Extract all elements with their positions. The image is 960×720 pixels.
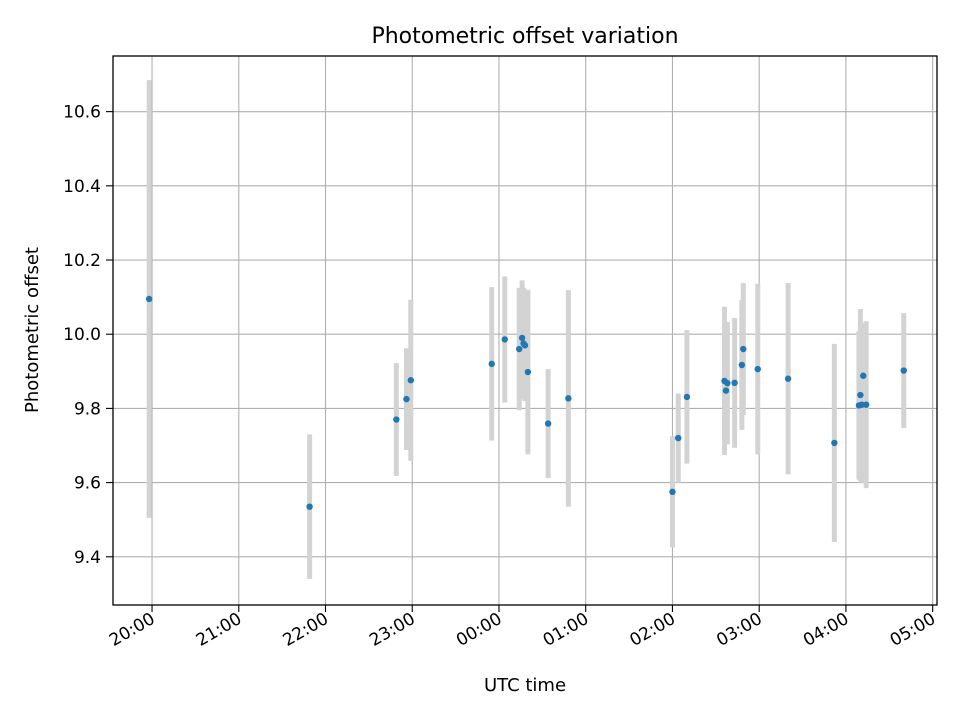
x-tick-label: 02:00 <box>627 609 679 651</box>
data-point <box>831 439 838 447</box>
plot-frame <box>112 55 938 606</box>
data-point <box>516 345 523 353</box>
y-tick-label: 10.0 <box>63 325 101 345</box>
data-point <box>857 391 864 399</box>
y-tick-label: 9.6 <box>74 474 101 494</box>
data-point <box>145 295 153 303</box>
x-tick-label: 21:00 <box>193 609 245 651</box>
data-point <box>501 336 508 343</box>
x-tick-label: 23:00 <box>366 609 418 651</box>
data-points <box>145 295 907 510</box>
data-point <box>669 488 676 496</box>
data-point <box>544 420 552 427</box>
data-point <box>731 379 738 387</box>
y-tick-label: 9.8 <box>74 399 101 419</box>
data-point <box>724 379 731 387</box>
data-point <box>488 360 495 368</box>
error-bars <box>146 80 907 580</box>
data-point <box>393 416 400 423</box>
x-axis: 20:00 21:00 22:00 23:00 00:00 01:00 02:00 03:00… <box>106 605 939 651</box>
y-tick-label: 10.2 <box>63 251 101 271</box>
y-tick-label: 10.4 <box>63 177 101 197</box>
data-point <box>738 361 746 369</box>
data-point <box>565 395 572 402</box>
data-point <box>860 372 867 379</box>
data-point <box>518 334 526 342</box>
x-tick-label: 00:00 <box>453 609 505 651</box>
data-point <box>683 393 691 401</box>
x-tick-label: 20:00 <box>106 609 158 651</box>
y-axis-label: Photometric offset <box>22 247 43 413</box>
data-point <box>754 365 761 373</box>
data-point <box>722 387 730 394</box>
data-point <box>784 375 792 382</box>
x-tick-label: 03:00 <box>713 609 765 651</box>
y-tick-label: 9.4 <box>74 548 101 568</box>
data-point <box>862 401 870 408</box>
x-tick-label: 22:00 <box>280 609 332 651</box>
data-point <box>740 345 747 353</box>
x-axis-label: UTC time <box>484 675 566 696</box>
data-point <box>524 368 532 376</box>
data-point <box>306 503 313 510</box>
y-tick-label: 10.6 <box>63 103 101 123</box>
data-point <box>403 395 410 403</box>
data-point <box>521 342 529 349</box>
x-tick-label: 01:00 <box>540 609 592 651</box>
data-point <box>407 377 414 384</box>
y-axis: 9.4 9.6 9.8 10.0 10.2 10.4 10.6 <box>63 103 113 568</box>
x-tick-label: 04:00 <box>800 609 852 651</box>
data-point <box>900 367 907 374</box>
x-tick-label: 05:00 <box>887 609 939 651</box>
data-point <box>675 434 682 442</box>
chart-title: Photometric offset variation <box>371 24 678 49</box>
